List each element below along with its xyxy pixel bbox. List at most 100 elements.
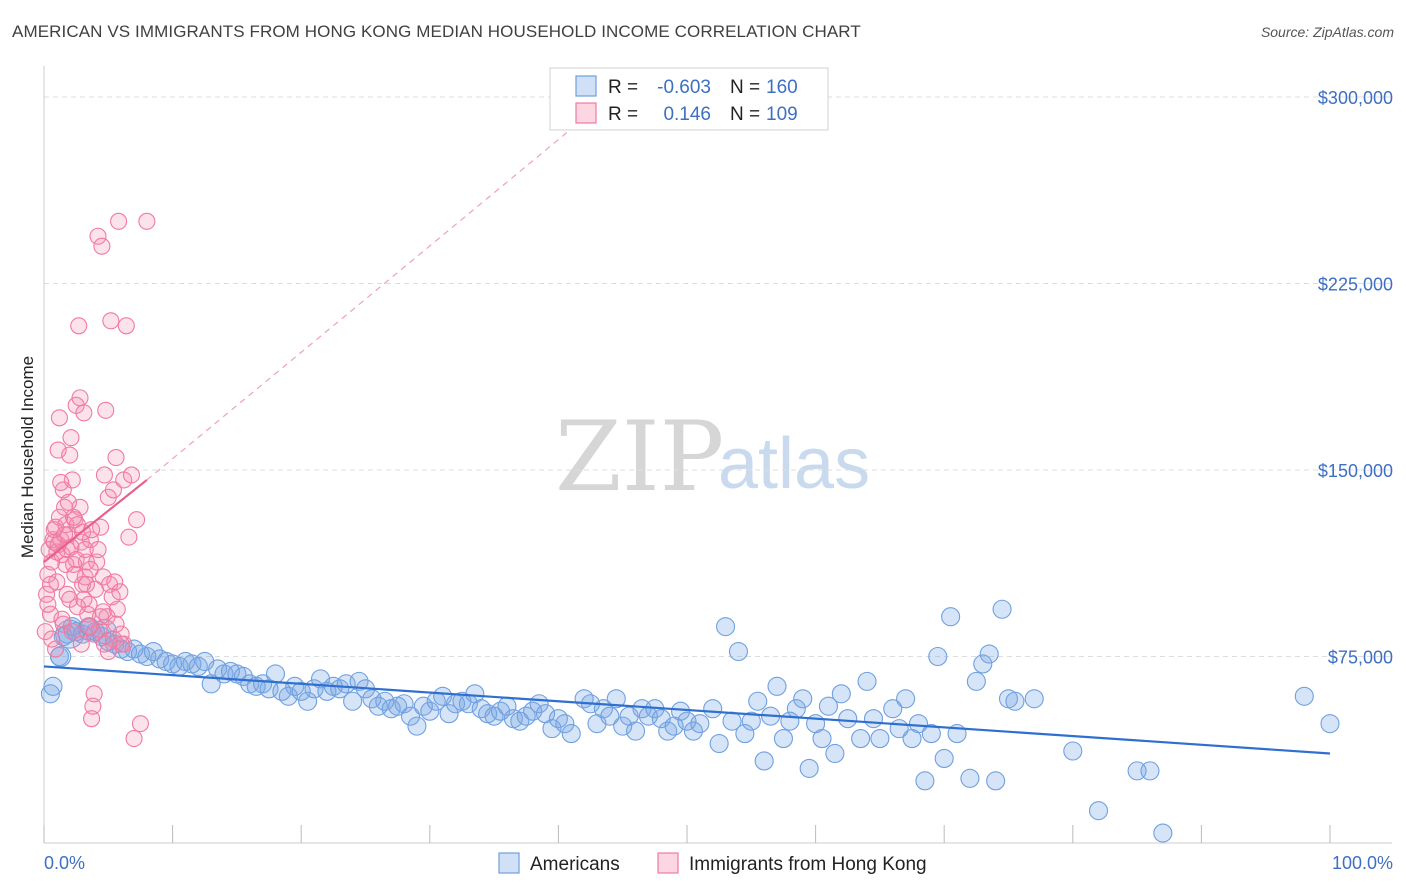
americans-point: [1088, 801, 1109, 821]
hong-kong-point: [90, 620, 108, 638]
hong-kong-point: [58, 585, 76, 603]
hong-kong-point: [128, 511, 146, 529]
americans-point: [1005, 691, 1025, 711]
americans-point: [825, 743, 845, 764]
hong-kong-point: [122, 466, 140, 484]
americans-point: [941, 607, 961, 627]
gridlines: [44, 96, 1392, 657]
hong-kong-point: [77, 575, 95, 593]
americans-point: [253, 674, 273, 694]
hong-kong-point: [59, 493, 77, 511]
trend-lines: [43, 96, 1331, 755]
americans-point: [484, 706, 504, 726]
americans-point: [818, 696, 839, 716]
americans-point: [915, 771, 935, 791]
americans-point: [285, 676, 305, 696]
hong-kong-point: [62, 429, 80, 447]
legend-r-label-hong-kong: R =: [608, 104, 638, 125]
hong-kong-point: [65, 508, 83, 526]
legend-r-value-hong-kong: 0.146: [663, 104, 711, 125]
americans-point: [812, 729, 832, 749]
hong-kong-point: [85, 685, 103, 703]
hong-kong-trend-extension: [146, 96, 611, 481]
hong-kong-point: [111, 583, 129, 601]
hong-kong-point: [67, 550, 85, 569]
americans-point: [606, 689, 626, 709]
x-tick-label: 100.0%: [1332, 853, 1393, 873]
americans-point: [298, 691, 318, 711]
hong-kong-point: [61, 446, 79, 464]
americans-point: [413, 696, 433, 716]
hong-kong-point: [71, 389, 89, 407]
americans-point: [979, 644, 999, 664]
hong-kong-point: [97, 401, 115, 419]
hong-kong-point: [89, 541, 107, 559]
americans-point: [863, 709, 884, 729]
americans-point: [709, 733, 729, 754]
americans-trend-line: [43, 665, 1331, 755]
hong-kong-point: [53, 610, 71, 628]
americans-point: [143, 641, 163, 662]
americans-point: [754, 751, 774, 771]
y-axis-title: Median Household Income: [18, 356, 37, 558]
x-tick-labels: 0.0% 100.0%: [44, 853, 1393, 873]
hong-kong-trend-line: [43, 479, 148, 563]
y-tick-label: $225,000: [1318, 275, 1393, 295]
hong-kong-point: [84, 697, 102, 715]
americans-point: [728, 641, 748, 662]
series-swatch-hong-kong: [657, 852, 679, 874]
y-tick-label: $300,000: [1318, 88, 1393, 108]
hong-kong-point: [39, 595, 57, 613]
americans-point: [658, 721, 678, 741]
americans-point: [188, 656, 208, 676]
hong-kong-point: [83, 710, 101, 728]
americans-point: [561, 724, 581, 744]
series-label-hong-kong: Immigrants from Hong Kong: [689, 854, 927, 875]
americans-point: [851, 729, 871, 749]
hong-kong-point: [72, 635, 90, 653]
americans-point: [1294, 686, 1314, 706]
legend-n-value-hong-kong: 109: [766, 104, 798, 125]
americans-point: [407, 716, 427, 736]
axes: [43, 66, 1392, 844]
hong-kong-point: [75, 404, 93, 422]
americans-point: [966, 671, 986, 691]
hong-kong-point: [102, 312, 120, 330]
americans-point: [857, 671, 877, 691]
hong-kong-point: [95, 466, 113, 484]
americans-point: [43, 676, 63, 696]
hong-kong-point: [80, 618, 98, 636]
americans-point: [960, 768, 980, 788]
americans-point: [613, 716, 633, 736]
hong-kong-point: [92, 608, 110, 626]
hong-kong-point: [125, 730, 143, 748]
americans-point: [1024, 689, 1044, 709]
y-tick-label: $150,000: [1318, 461, 1393, 481]
americans-point: [626, 721, 646, 741]
americans-point: [921, 724, 941, 744]
americans-point: [908, 714, 929, 734]
americans-point: [934, 748, 954, 769]
americans-point: [1320, 714, 1340, 734]
americans-point: [986, 771, 1006, 791]
hong-kong-point: [131, 715, 149, 733]
americans-point: [703, 699, 723, 719]
americans-point: [375, 691, 395, 711]
legend-n-label-americans: N =: [730, 77, 760, 98]
y-tick-labels: $75,000 $150,000 $225,000 $300,000: [1318, 88, 1393, 668]
americans-point: [1153, 823, 1173, 843]
americans-point: [799, 758, 819, 778]
hong-kong-point: [108, 600, 126, 618]
hong-kong-point: [52, 473, 70, 491]
legend-n-value-americans: 160: [766, 77, 798, 98]
hong-kong-point: [50, 409, 68, 427]
series-label-americans: Americans: [530, 854, 620, 875]
americans-point: [349, 671, 369, 691]
americans-point: [831, 684, 851, 704]
hong-kong-point: [115, 635, 133, 653]
americans-point: [896, 689, 916, 709]
americans-point: [1063, 741, 1083, 761]
watermark-atlas: atlas: [718, 424, 870, 504]
legend-r-value-americans: -0.603: [657, 77, 711, 98]
